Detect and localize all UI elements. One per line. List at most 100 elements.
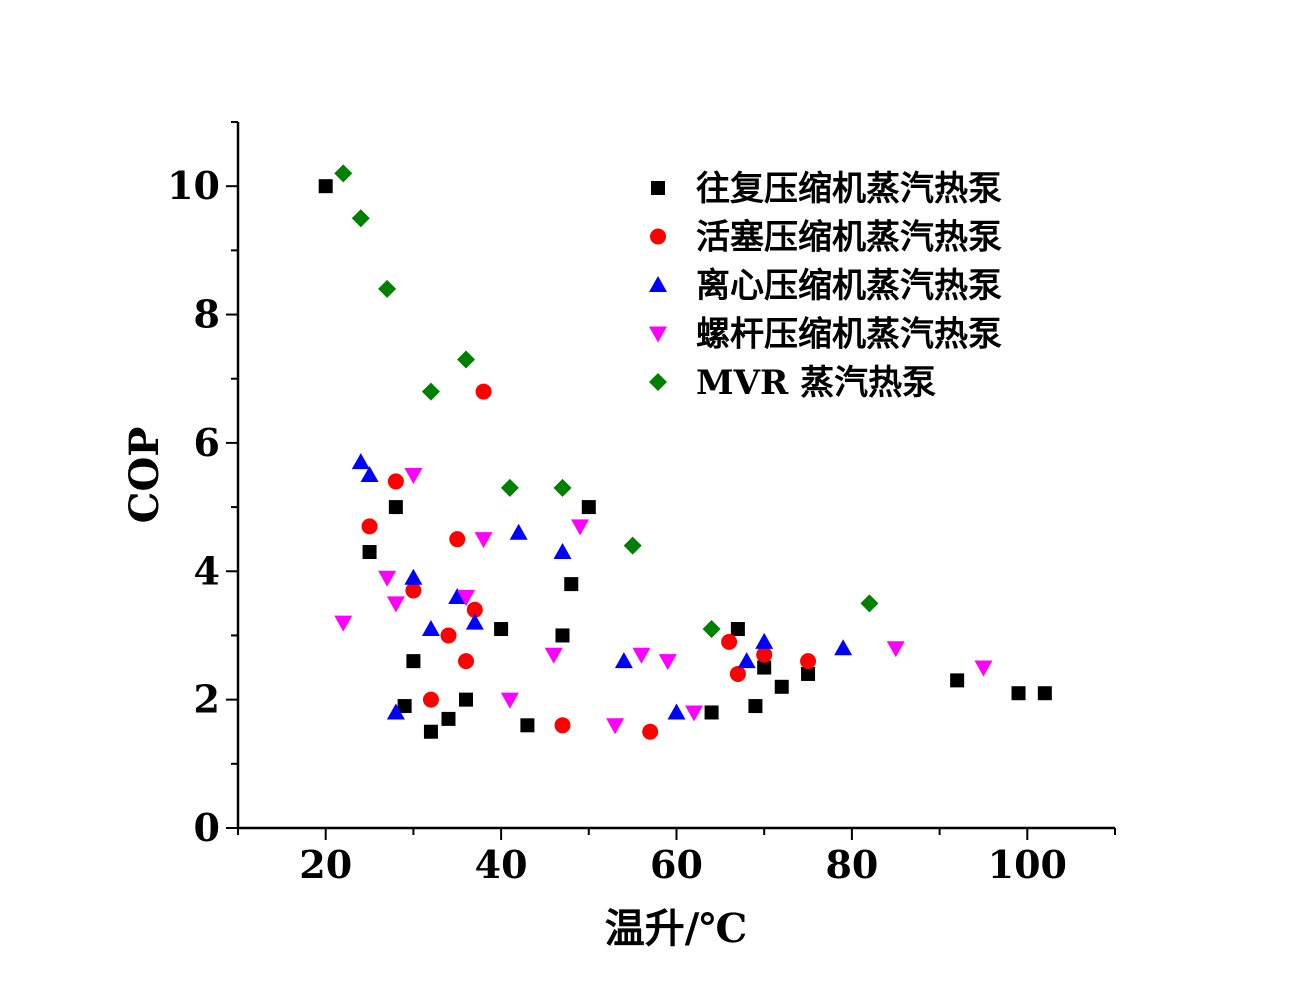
data-point-series-4	[632, 647, 651, 664]
y-tick-label: 10	[167, 163, 220, 208]
data-point-series-1	[494, 622, 509, 637]
data-point-series-4	[404, 468, 423, 484]
data-points	[318, 164, 1052, 740]
data-point-series-4	[606, 718, 625, 735]
data-point-series-1	[555, 628, 570, 643]
data-point-series-1	[704, 705, 719, 720]
legend-marker-3	[649, 276, 667, 292]
data-point-series-1	[459, 692, 474, 707]
y-tick-label: 4	[194, 548, 220, 593]
x-tick-label: 100	[988, 842, 1067, 887]
x-tick-label: 80	[825, 842, 878, 887]
data-point-series-1	[520, 718, 535, 733]
legend-label-2: 活塞压缩机蒸汽热泵	[696, 218, 1002, 258]
data-point-series-5	[553, 478, 572, 497]
data-point-series-1	[801, 666, 816, 681]
data-point-series-3	[509, 523, 528, 540]
data-point-series-3	[448, 587, 467, 604]
legend-marker-2	[650, 228, 666, 245]
data-point-series-3	[386, 703, 405, 720]
x-tick-label: 20	[299, 842, 352, 887]
data-point-series-2	[475, 383, 492, 400]
data-point-series-5	[421, 382, 440, 401]
data-point-series-3	[421, 620, 440, 637]
data-point-series-4	[974, 660, 993, 677]
data-point-series-2	[361, 518, 378, 535]
data-point-series-2	[721, 633, 738, 650]
data-point-series-2	[800, 653, 817, 670]
data-point-series-1	[318, 179, 333, 194]
data-point-series-4	[378, 570, 397, 587]
legend-label-3: 离心压缩机蒸汽热泵	[696, 266, 1002, 306]
data-point-series-5	[500, 478, 519, 497]
data-point-series-5	[457, 350, 476, 369]
data-point-series-3	[755, 632, 774, 649]
data-point-series-5	[860, 594, 879, 613]
data-point-series-2	[440, 627, 457, 644]
data-point-series-1	[406, 654, 421, 669]
data-point-series-1	[774, 679, 789, 694]
x-tick-label: 40	[475, 842, 528, 887]
data-point-series-2	[387, 473, 404, 490]
legend-marker-5	[649, 373, 667, 391]
x-axis-title: 温升/℃	[605, 905, 748, 952]
data-point-series-1	[564, 577, 579, 592]
data-point-series-4	[386, 596, 405, 613]
data-point-series-1	[748, 699, 763, 714]
data-point-series-2	[554, 717, 571, 734]
y-tick-label: 2	[194, 677, 220, 722]
data-point-series-1	[730, 622, 745, 637]
data-point-series-2	[458, 653, 475, 670]
axes: 20 40 60 80 100 0 2 4 6 8 10	[167, 121, 1116, 887]
y-axis-title: COP	[121, 427, 168, 524]
data-point-series-1	[388, 500, 403, 515]
data-point-series-2	[422, 691, 439, 708]
data-point-series-2	[729, 665, 746, 682]
data-point-series-5	[378, 279, 397, 298]
data-point-series-3	[737, 652, 756, 669]
data-point-series-3	[404, 568, 423, 585]
data-point-series-3	[614, 652, 633, 669]
data-point-series-1	[1011, 686, 1026, 701]
data-point-series-3	[553, 543, 572, 560]
data-point-series-2	[756, 646, 773, 663]
data-point-series-1	[581, 500, 596, 515]
data-point-series-4	[886, 641, 905, 658]
data-point-series-3	[465, 613, 484, 630]
data-point-series-4	[685, 705, 704, 722]
data-point-series-3	[667, 703, 686, 720]
legend-label-1: 往复压缩机蒸汽热泵	[696, 169, 1002, 209]
data-point-series-4	[571, 519, 590, 536]
data-point-series-1	[1037, 686, 1052, 701]
legend-marker-1	[651, 181, 665, 195]
y-tick-label: 0	[194, 805, 220, 850]
data-point-series-4	[658, 654, 677, 671]
data-point-series-4	[544, 647, 563, 664]
y-tick-label: 6	[194, 420, 220, 465]
data-point-series-4	[334, 615, 353, 632]
data-point-series-5	[351, 209, 370, 228]
y-tick-label: 8	[194, 292, 220, 337]
data-point-series-4	[457, 589, 476, 606]
data-point-series-4	[474, 532, 493, 549]
data-point-series-2	[405, 582, 422, 599]
data-point-series-3	[834, 639, 853, 656]
data-point-series-1	[362, 545, 377, 560]
data-point-series-2	[642, 723, 659, 740]
data-point-series-2	[466, 601, 483, 618]
data-point-series-1	[423, 724, 438, 739]
x-tick-label: 60	[650, 842, 703, 887]
data-point-series-2	[449, 531, 466, 548]
data-point-series-1	[397, 699, 412, 714]
data-point-series-5	[623, 536, 642, 555]
legend-marker-4	[649, 326, 667, 343]
data-point-series-1	[757, 660, 772, 675]
data-point-series-5	[334, 164, 353, 183]
data-point-series-1	[441, 711, 456, 726]
data-point-series-5	[702, 620, 721, 639]
data-point-series-4	[500, 692, 519, 709]
legend-label-5: MVR 蒸汽热泵	[696, 363, 936, 403]
data-point-series-1	[950, 673, 965, 688]
